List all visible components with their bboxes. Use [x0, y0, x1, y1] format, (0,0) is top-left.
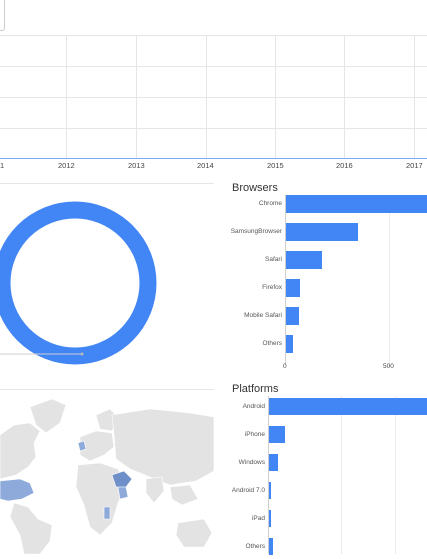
map-usa	[0, 478, 35, 502]
browsers-bar[interactable]	[286, 195, 427, 213]
map-australia	[175, 518, 213, 548]
grid-line	[414, 35, 415, 158]
grid-line	[0, 97, 427, 98]
map-south-america	[9, 502, 53, 555]
browsers-bars: Chrome SamsungBrowser Safari Firefox Mobile …	[229, 180, 427, 375]
grid-line	[341, 396, 342, 554]
grid-line	[0, 128, 427, 129]
map-east-africa	[103, 506, 111, 520]
browsers-bar[interactable]	[286, 335, 293, 353]
map-india	[145, 476, 165, 504]
world-map	[0, 395, 215, 555]
platforms-bar[interactable]	[269, 398, 427, 415]
browsers-bar-label: Chrome	[258, 200, 282, 207]
browsers-bar-label: Others	[262, 340, 282, 347]
map-arabia	[117, 486, 129, 500]
grid-line	[389, 195, 390, 365]
grid-line	[136, 35, 137, 158]
world-map-svg	[0, 398, 215, 555]
browsers-bar-label: SamsungBrowser	[230, 228, 282, 235]
grid-line	[0, 66, 427, 67]
browsers-title: Browsers	[232, 182, 278, 194]
year-tick: 2014	[197, 161, 214, 170]
browsers-bar[interactable]	[286, 279, 300, 297]
platforms-bar[interactable]	[269, 454, 278, 471]
grid-line	[395, 396, 396, 554]
platforms-bar[interactable]	[269, 482, 271, 499]
browsers-bar-label: Mobile Safari	[244, 312, 282, 319]
platforms-panel: Platforms Android iPhone Windows Android 7.…	[229, 380, 427, 555]
grid-line	[344, 35, 345, 158]
timeline-top-box	[0, 0, 5, 31]
map-north-america	[0, 422, 41, 480]
map-greenland	[29, 398, 67, 434]
section-divider	[0, 389, 214, 390]
map-uk	[77, 440, 87, 452]
platforms-bar-label: Android	[242, 402, 265, 410]
platforms-bar[interactable]	[269, 426, 286, 443]
year-tick: 2013	[128, 161, 145, 170]
year-tick: 2017	[406, 161, 423, 170]
browsers-bar[interactable]	[286, 223, 358, 241]
grid-line	[66, 35, 67, 158]
donut-ring	[0, 201, 157, 365]
browsers-panel: Browsers Chrome SamsungBrowser Safari Firef…	[229, 180, 427, 375]
browsers-bar[interactable]	[286, 307, 300, 325]
grid-line	[206, 35, 207, 158]
timeline-chart: 1 2012 2013 2014 2015 2016 2017	[0, 0, 427, 172]
platforms-axis	[268, 396, 269, 554]
year-tick: 2016	[336, 161, 353, 170]
map-africa	[75, 462, 127, 536]
browsers-axis	[285, 195, 286, 365]
map-middle-east	[111, 470, 133, 488]
browsers-bar-label: Safari	[265, 256, 282, 263]
platforms-bar-label: iPad	[251, 514, 265, 522]
donut-chart	[0, 186, 214, 366]
platforms-bars: Android iPhone Windows Android 7.0 iPad Other…	[229, 380, 427, 555]
map-asia	[111, 408, 215, 486]
map-europe	[79, 430, 115, 462]
platforms-bar[interactable]	[269, 538, 274, 555]
year-tick: 1	[0, 161, 5, 170]
browsers-axis-tick: 0	[283, 363, 287, 370]
platforms-bar-label: iPhone	[244, 430, 265, 438]
platforms-bar[interactable]	[269, 510, 271, 527]
browsers-bar[interactable]	[286, 251, 323, 269]
grid-line	[275, 35, 276, 158]
browsers-bar-label: Firefox	[262, 284, 282, 291]
year-tick: 2012	[58, 161, 75, 170]
donut-svg	[0, 201, 157, 365]
platforms-bar-label: Android 7.0	[231, 486, 265, 494]
map-southeast-asia	[169, 484, 199, 506]
grid-line	[0, 35, 427, 36]
year-tick: 2015	[267, 161, 284, 170]
browsers-axis-tick: 500	[383, 363, 394, 370]
platforms-bar-label: Others	[245, 542, 265, 550]
timeline-baseline	[0, 158, 427, 159]
platforms-title: Platforms	[232, 383, 279, 395]
section-divider	[0, 183, 214, 184]
donut-legend-dot	[80, 352, 84, 356]
platforms-bar-label: Windows	[238, 458, 265, 466]
